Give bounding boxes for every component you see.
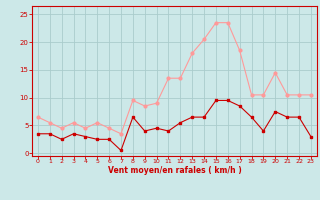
X-axis label: Vent moyen/en rafales ( km/h ): Vent moyen/en rafales ( km/h ) [108, 166, 241, 175]
